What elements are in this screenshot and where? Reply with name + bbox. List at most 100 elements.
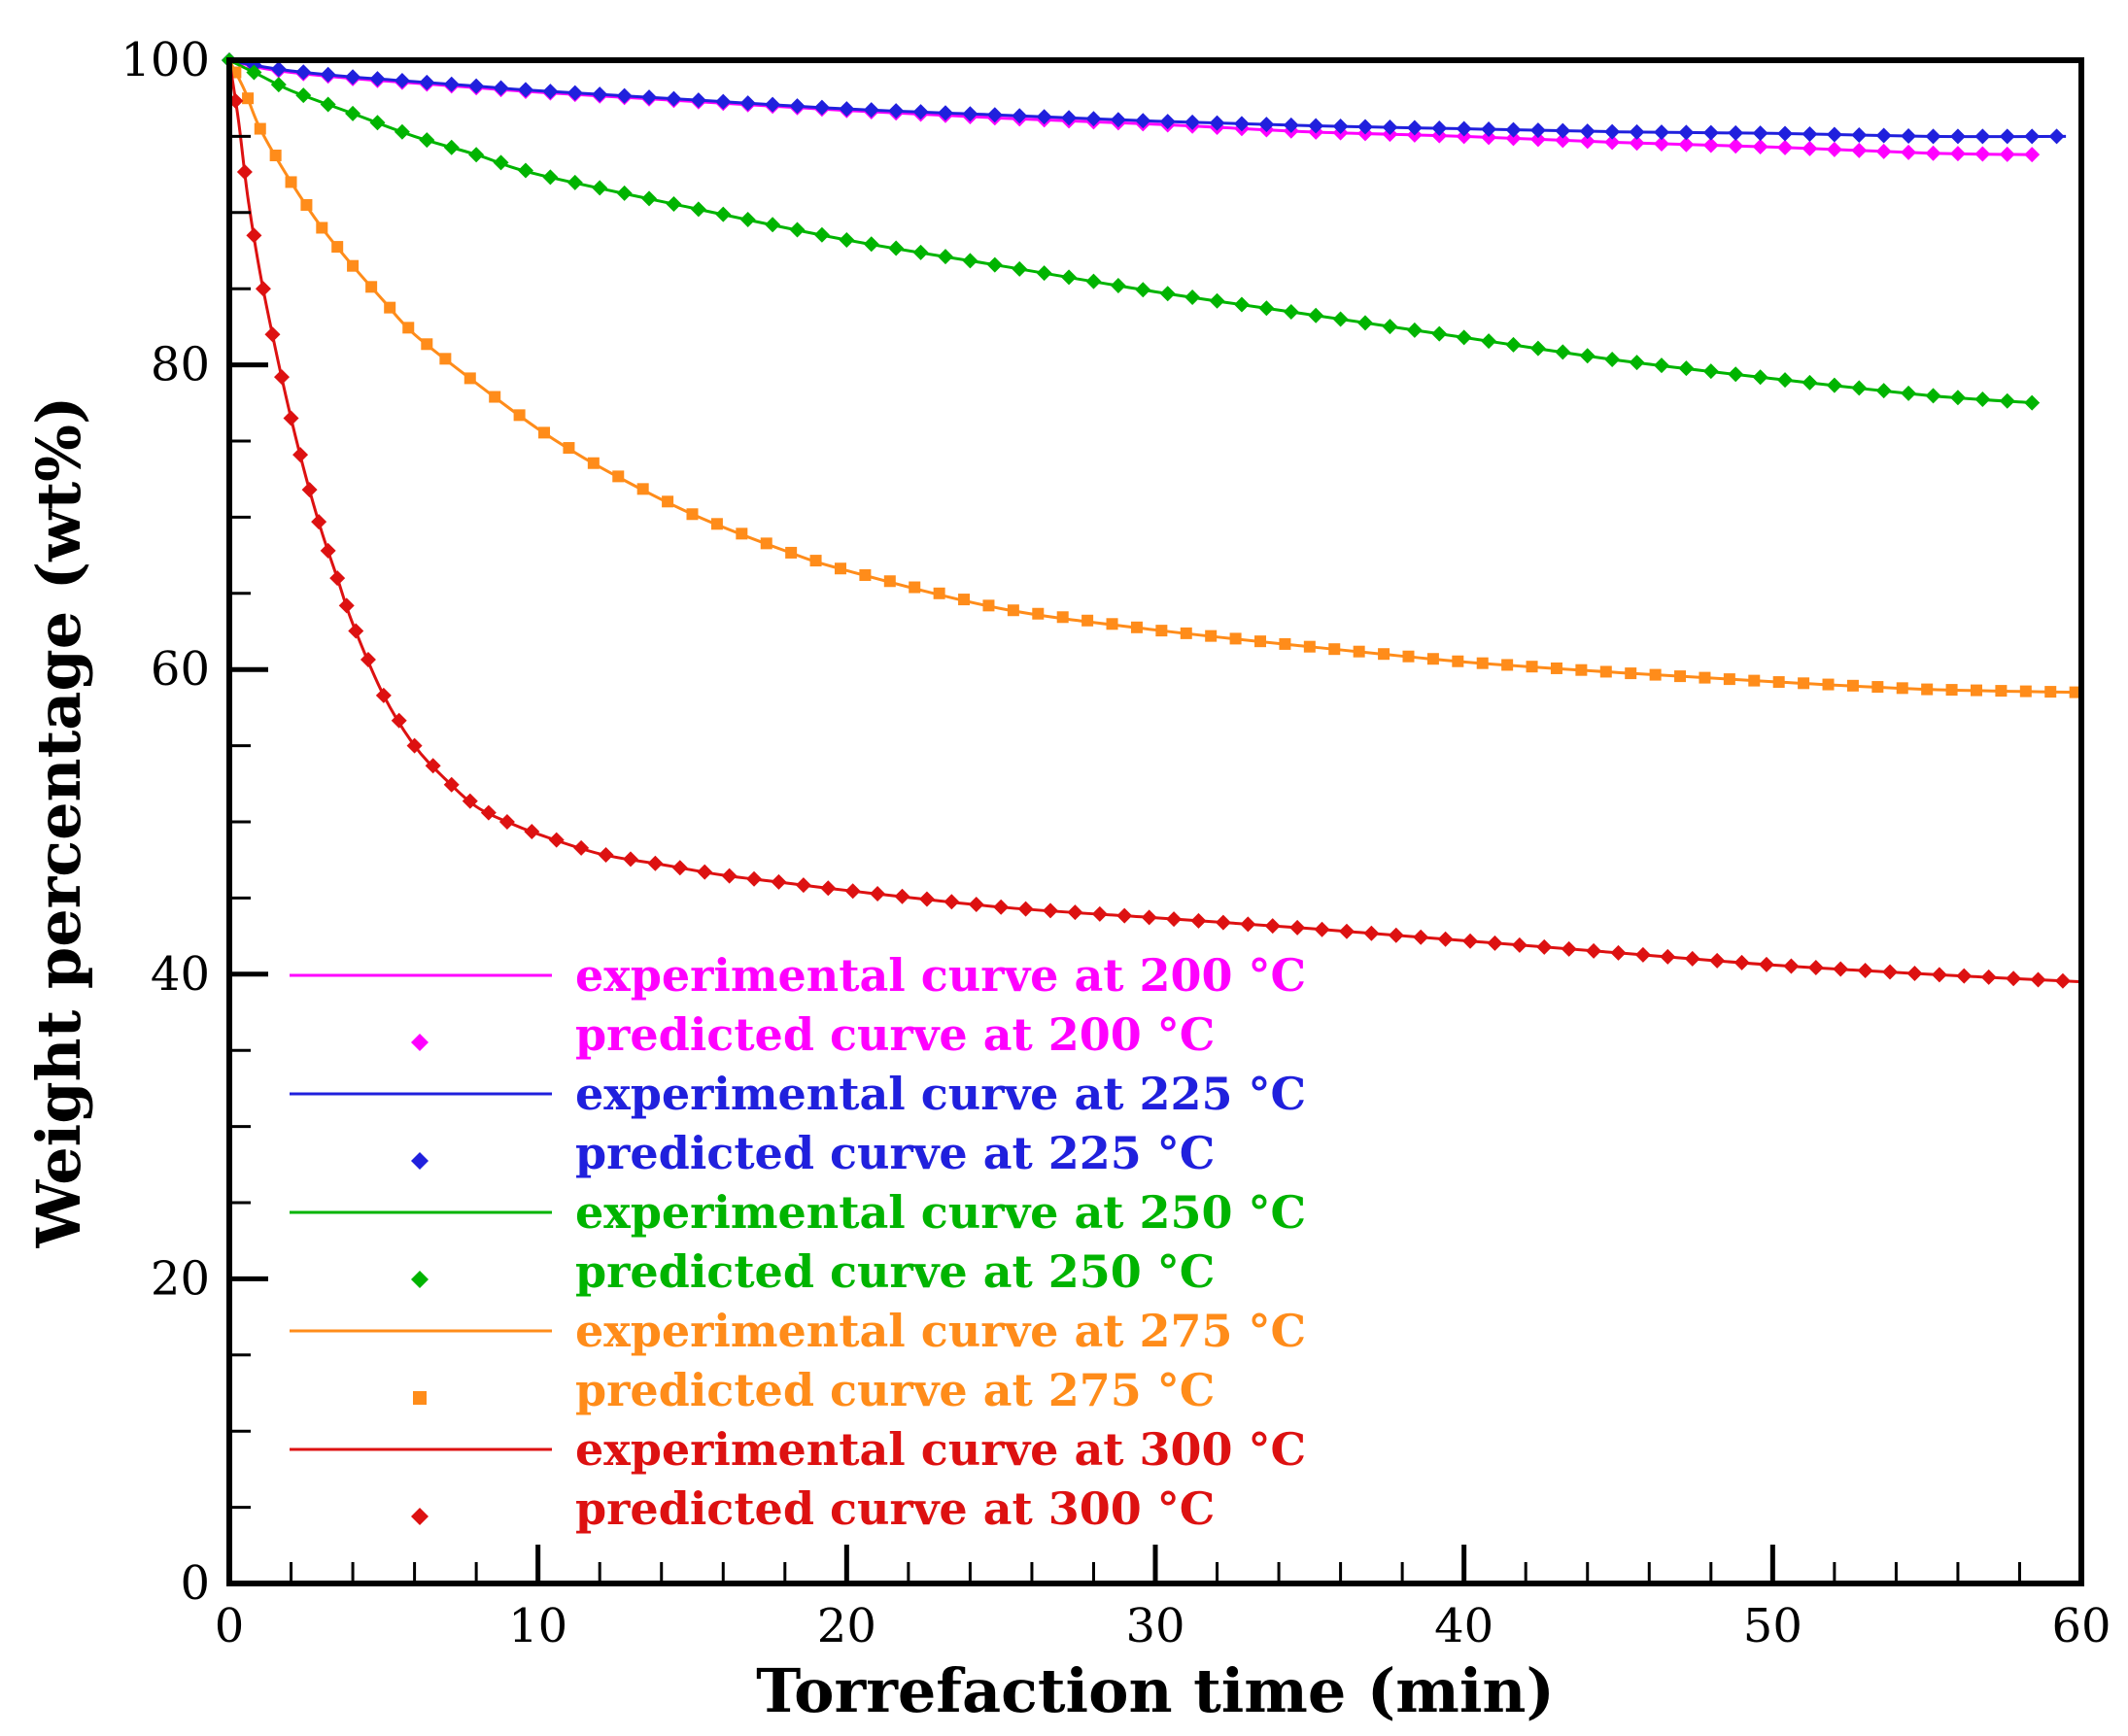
predicted-point-275 (421, 338, 433, 351)
predicted-point-250 (1233, 296, 1250, 313)
predicted-point-250 (542, 169, 559, 186)
predicted-point-275 (242, 92, 255, 105)
series-layer (222, 52, 2082, 989)
predicted-point-275 (1081, 614, 1094, 627)
predicted-point-225 (1702, 124, 1719, 141)
predicted-point-250 (1283, 304, 1299, 321)
predicted-point-275 (587, 457, 600, 469)
predicted-point-225 (937, 105, 953, 121)
predicted-point-300 (246, 227, 262, 244)
predicted-point-275 (365, 281, 378, 293)
predicted-point-275 (834, 562, 846, 575)
predicted-point-275 (662, 495, 674, 508)
predicted-point-300 (1363, 925, 1380, 941)
predicted-point-300 (1141, 909, 1157, 926)
predicted-point-300 (1833, 961, 1849, 977)
series-250 (222, 52, 2041, 411)
predicted-point-250 (419, 132, 435, 149)
predicted-point-275 (1674, 670, 1687, 683)
predicted-point-300 (671, 860, 688, 876)
legend-experimental-300: experimental curve at 300 °C (575, 1423, 1306, 1476)
predicted-point-300 (524, 824, 540, 840)
predicted-point-250 (1777, 372, 1794, 389)
predicted-point-275 (1550, 662, 1562, 674)
predicted-point-275 (347, 259, 360, 272)
predicted-point-225 (1456, 120, 1472, 137)
experimental-line-300 (227, 59, 2082, 984)
legend-marker-300 (411, 1508, 429, 1525)
x-axis-title: Torrefaction time (min) (756, 1655, 1555, 1726)
predicted-point-275 (809, 555, 822, 567)
predicted-point-300 (1660, 948, 1676, 965)
predicted-point-200 (1702, 137, 1719, 153)
legend-predicted-225: predicted curve at 225 °C (575, 1127, 1215, 1179)
experimental-line-275 (227, 59, 2082, 695)
predicted-point-300 (1215, 914, 1231, 931)
predicted-point-275 (1699, 671, 1711, 684)
predicted-point-200 (1826, 141, 1842, 157)
predicted-point-275 (331, 241, 344, 254)
predicted-point-250 (1974, 391, 1991, 407)
y-axis-title: Weight percentage (wt%) (23, 396, 94, 1249)
predicted-point-250 (566, 174, 583, 190)
predicted-point-225 (1110, 112, 1126, 128)
predicted-point-225 (912, 104, 929, 120)
predicted-point-225 (1406, 119, 1423, 136)
predicted-point-275 (1378, 648, 1390, 661)
predicted-point-275 (538, 426, 551, 439)
predicted-point-300 (1289, 919, 1306, 936)
predicted-point-225 (419, 74, 435, 90)
predicted-point-225 (813, 99, 830, 116)
predicted-point-250 (912, 244, 929, 260)
predicted-point-225 (888, 103, 905, 119)
predicted-point-225 (1925, 128, 1941, 145)
predicted-point-275 (760, 537, 772, 550)
predicted-point-300 (1684, 950, 1700, 967)
predicted-point-250 (1851, 380, 1868, 396)
predicted-point-250 (1949, 390, 1966, 406)
predicted-point-225 (839, 101, 855, 118)
predicted-point-225 (690, 92, 706, 109)
predicted-point-250 (517, 162, 533, 179)
x-tick-label: 30 (1125, 1599, 1184, 1653)
predicted-point-250 (1110, 277, 1126, 293)
predicted-point-300 (721, 868, 738, 884)
predicted-point-300 (598, 847, 614, 864)
predicted-point-225 (1901, 128, 1917, 145)
predicted-point-275 (439, 353, 452, 365)
predicted-point-275 (1896, 682, 1908, 695)
predicted-point-250 (616, 185, 633, 201)
predicted-point-200 (1505, 130, 1522, 147)
predicted-point-275 (269, 150, 282, 161)
predicted-point-225 (1308, 118, 1324, 134)
predicted-point-250 (789, 221, 806, 238)
predicted-point-300 (1733, 954, 1750, 970)
predicted-point-200 (1752, 138, 1768, 154)
predicted-point-300 (1586, 942, 1602, 959)
predicted-point-300 (480, 804, 497, 821)
predicted-point-300 (1857, 963, 1873, 979)
predicted-point-300 (1166, 911, 1183, 928)
predicted-point-300 (391, 712, 407, 729)
predicted-point-300 (406, 737, 423, 754)
predicted-point-300 (1190, 912, 1207, 929)
predicted-point-225 (1012, 108, 1028, 124)
predicted-point-275 (1501, 659, 1514, 671)
predicted-point-200 (1678, 136, 1695, 153)
predicted-point-275 (1426, 653, 1439, 665)
predicted-point-275 (1402, 650, 1415, 663)
predicted-point-225 (1233, 116, 1250, 132)
predicted-point-300 (697, 864, 713, 880)
predicted-point-200 (1851, 142, 1868, 158)
y-tick-label: 100 (120, 33, 210, 87)
predicted-point-225 (789, 98, 806, 115)
predicted-point-275 (883, 575, 896, 588)
legend-marker-250 (411, 1271, 429, 1288)
predicted-point-225 (863, 102, 879, 119)
predicted-point-250 (863, 236, 879, 253)
predicted-point-300 (425, 758, 441, 774)
predicted-point-200 (1604, 134, 1621, 151)
predicted-point-250 (1456, 329, 1472, 346)
predicted-point-275 (563, 442, 575, 455)
predicted-point-275 (1007, 604, 1019, 617)
